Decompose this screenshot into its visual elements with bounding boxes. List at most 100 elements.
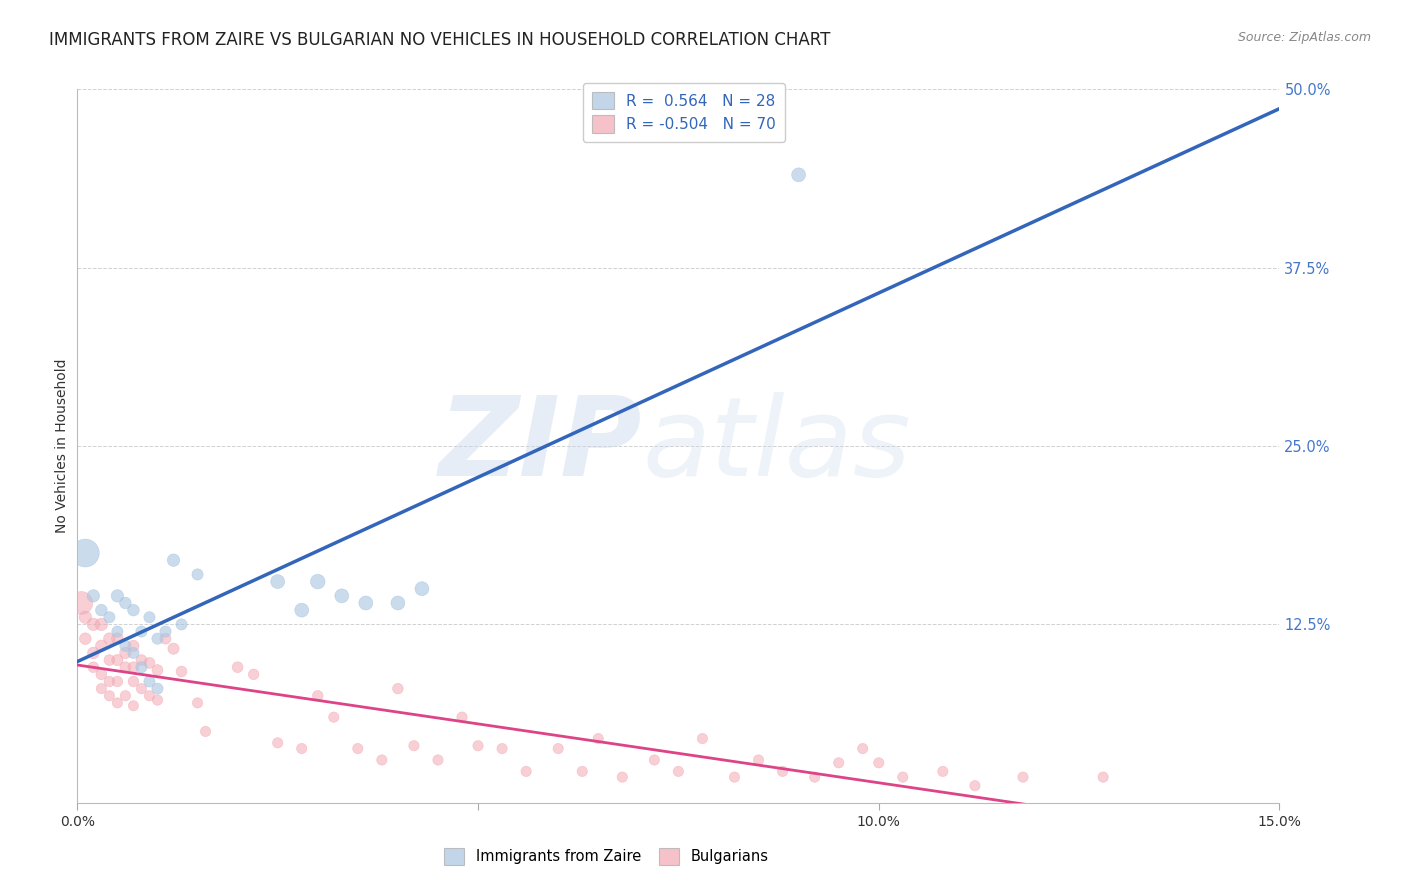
- Point: [122, 660, 145, 674]
- Point: [155, 624, 177, 639]
- Point: [146, 693, 169, 707]
- Y-axis label: No Vehicles in Household: No Vehicles in Household: [55, 359, 69, 533]
- Point: [82, 617, 104, 632]
- Point: [772, 764, 794, 779]
- Point: [242, 667, 264, 681]
- Point: [138, 656, 160, 670]
- Point: [107, 624, 129, 639]
- Point: [82, 646, 104, 660]
- Point: [291, 603, 314, 617]
- Point: [170, 665, 193, 679]
- Point: [828, 756, 851, 770]
- Point: [371, 753, 394, 767]
- Text: atlas: atlas: [643, 392, 911, 500]
- Point: [90, 639, 112, 653]
- Point: [427, 753, 450, 767]
- Point: [852, 741, 875, 756]
- Text: ZIP: ZIP: [439, 392, 643, 500]
- Point: [146, 663, 169, 677]
- Point: [131, 681, 153, 696]
- Point: [170, 617, 193, 632]
- Point: [98, 653, 121, 667]
- Point: [291, 741, 314, 756]
- Point: [138, 674, 160, 689]
- Point: [194, 724, 217, 739]
- Point: [122, 674, 145, 689]
- Point: [122, 639, 145, 653]
- Point: [307, 689, 329, 703]
- Point: [107, 674, 129, 689]
- Point: [692, 731, 714, 746]
- Point: [891, 770, 914, 784]
- Point: [402, 739, 425, 753]
- Legend: Immigrants from Zaire, Bulgarians: Immigrants from Zaire, Bulgarians: [439, 842, 775, 871]
- Point: [643, 753, 665, 767]
- Point: [122, 646, 145, 660]
- Point: [146, 681, 169, 696]
- Point: [90, 681, 112, 696]
- Point: [122, 603, 145, 617]
- Point: [131, 660, 153, 674]
- Point: [347, 741, 370, 756]
- Point: [155, 632, 177, 646]
- Point: [451, 710, 474, 724]
- Point: [267, 574, 290, 589]
- Point: [226, 660, 249, 674]
- Point: [98, 674, 121, 689]
- Point: [114, 639, 136, 653]
- Point: [547, 741, 569, 756]
- Point: [322, 710, 344, 724]
- Point: [82, 589, 104, 603]
- Point: [803, 770, 825, 784]
- Point: [387, 681, 409, 696]
- Point: [90, 617, 112, 632]
- Point: [138, 610, 160, 624]
- Point: [114, 596, 136, 610]
- Point: [612, 770, 634, 784]
- Text: IMMIGRANTS FROM ZAIRE VS BULGARIAN NO VEHICLES IN HOUSEHOLD CORRELATION CHART: IMMIGRANTS FROM ZAIRE VS BULGARIAN NO VE…: [49, 31, 831, 49]
- Point: [107, 632, 129, 646]
- Point: [131, 653, 153, 667]
- Point: [98, 689, 121, 703]
- Point: [98, 632, 121, 646]
- Point: [1092, 770, 1115, 784]
- Point: [98, 610, 121, 624]
- Point: [932, 764, 955, 779]
- Point: [122, 698, 145, 713]
- Point: [1012, 770, 1035, 784]
- Point: [387, 596, 409, 610]
- Point: [138, 689, 160, 703]
- Point: [131, 624, 153, 639]
- Point: [114, 646, 136, 660]
- Point: [267, 736, 290, 750]
- Point: [571, 764, 593, 779]
- Point: [723, 770, 745, 784]
- Point: [107, 653, 129, 667]
- Point: [411, 582, 433, 596]
- Point: [75, 632, 97, 646]
- Point: [90, 667, 112, 681]
- Point: [307, 574, 329, 589]
- Point: [82, 660, 104, 674]
- Point: [588, 731, 610, 746]
- Point: [668, 764, 690, 779]
- Point: [162, 553, 184, 567]
- Point: [963, 779, 986, 793]
- Point: [868, 756, 890, 770]
- Point: [354, 596, 377, 610]
- Point: [107, 589, 129, 603]
- Point: [146, 632, 169, 646]
- Point: [748, 753, 770, 767]
- Point: [114, 660, 136, 674]
- Point: [70, 596, 93, 610]
- Point: [787, 168, 810, 182]
- Point: [515, 764, 537, 779]
- Point: [162, 641, 184, 656]
- Text: Source: ZipAtlas.com: Source: ZipAtlas.com: [1237, 31, 1371, 45]
- Point: [186, 567, 209, 582]
- Point: [491, 741, 513, 756]
- Point: [186, 696, 209, 710]
- Point: [330, 589, 353, 603]
- Point: [90, 603, 112, 617]
- Point: [107, 696, 129, 710]
